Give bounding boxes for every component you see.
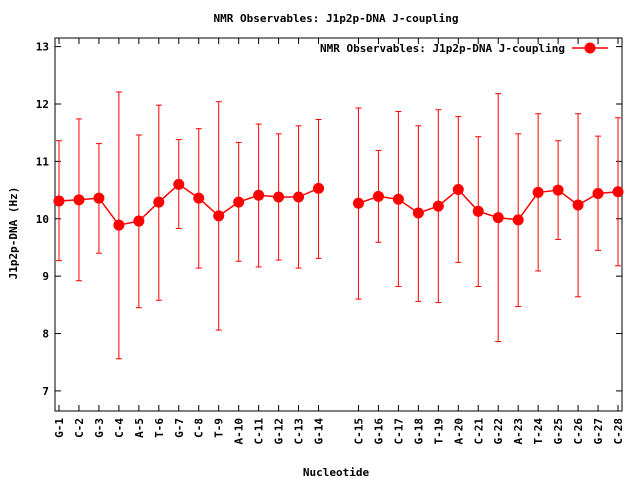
data-point <box>532 186 544 198</box>
x-tick-label: C-13 <box>293 418 306 445</box>
data-point <box>432 200 444 212</box>
data-point <box>472 205 484 217</box>
y-tick-label: 13 <box>36 41 49 54</box>
x-tick-label: G-7 <box>173 418 186 438</box>
data-point <box>512 214 524 226</box>
y-tick-label: 9 <box>42 270 49 283</box>
x-tick-label: G-1 <box>53 418 66 438</box>
axis-ticks: 7 8 9 10 11 12 13 G-1 C-2 G-3 C-4 A-5 T-6 G-7 C-8 T-9 A-… <box>36 38 625 445</box>
data-point <box>113 219 125 231</box>
data-point <box>293 191 305 203</box>
legend-marker <box>584 42 596 54</box>
chart-title: NMR Observables: J1p2p-DNA J-coupling <box>213 12 458 25</box>
data-point <box>153 196 165 208</box>
data-point <box>372 190 384 202</box>
series-layer <box>53 91 624 360</box>
x-tick-label: C-21 <box>472 418 485 445</box>
x-tick-label: A-5 <box>133 418 146 438</box>
data-point <box>133 215 145 227</box>
x-tick-label: G-16 <box>372 418 385 445</box>
data-point <box>93 192 105 204</box>
x-tick-label: T-6 <box>153 418 166 438</box>
data-point <box>193 192 205 204</box>
x-tick-label: C-17 <box>392 418 405 445</box>
y-tick-label: 8 <box>42 328 49 341</box>
x-tick-label: T-19 <box>432 418 445 445</box>
x-tick-label: G-27 <box>592 418 605 445</box>
x-tick-label: C-11 <box>253 418 266 445</box>
data-point <box>73 194 85 206</box>
x-tick-label: G-12 <box>273 418 286 445</box>
x-tick-label: C-28 <box>612 418 625 445</box>
y-tick-label: 12 <box>36 98 49 111</box>
x-tick-label: C-2 <box>73 418 86 438</box>
y-tick-label: 7 <box>42 385 49 398</box>
x-tick-label: C-15 <box>352 418 365 445</box>
data-point <box>313 182 325 194</box>
data-point <box>173 178 185 190</box>
data-point <box>492 212 504 224</box>
x-tick-label: G-22 <box>492 418 505 445</box>
data-point <box>213 210 225 222</box>
data-point <box>352 197 364 209</box>
data-point <box>592 188 604 200</box>
data-point <box>412 207 424 219</box>
x-tick-label: T-9 <box>213 418 226 438</box>
x-tick-label: C-8 <box>193 418 206 438</box>
series-line <box>58 183 319 226</box>
x-tick-label: T-24 <box>532 418 545 445</box>
x-tick-label: C-4 <box>113 418 126 438</box>
data-point <box>452 183 464 195</box>
x-axis-label: Nucleotide <box>303 466 370 479</box>
y-tick-label: 11 <box>36 155 50 168</box>
x-tick-label: A-10 <box>233 418 246 445</box>
y-axis-label: J1p2p-DNA (Hz) <box>7 187 20 280</box>
data-point <box>552 184 564 196</box>
data-point <box>233 196 245 208</box>
data-point <box>53 195 65 207</box>
plot-frame <box>54 37 623 412</box>
y-tick-label: 10 <box>36 213 49 226</box>
x-tick-label: G-18 <box>412 418 425 445</box>
x-tick-label: C-26 <box>572 418 585 445</box>
x-tick-label: G-25 <box>552 418 565 445</box>
x-tick-label: A-20 <box>452 418 465 445</box>
x-tick-label: G-3 <box>93 418 106 438</box>
x-tick-label: A-23 <box>512 418 525 445</box>
data-point <box>612 186 624 198</box>
data-point <box>253 189 265 201</box>
data-point <box>273 191 285 203</box>
legend: NMR Observables: J1p2p-DNA J-coupling <box>320 42 608 55</box>
x-tick-label: G-14 <box>313 418 326 445</box>
legend-label: NMR Observables: J1p2p-DNA J-coupling <box>320 42 565 55</box>
data-point <box>572 199 584 211</box>
data-point <box>392 193 404 205</box>
